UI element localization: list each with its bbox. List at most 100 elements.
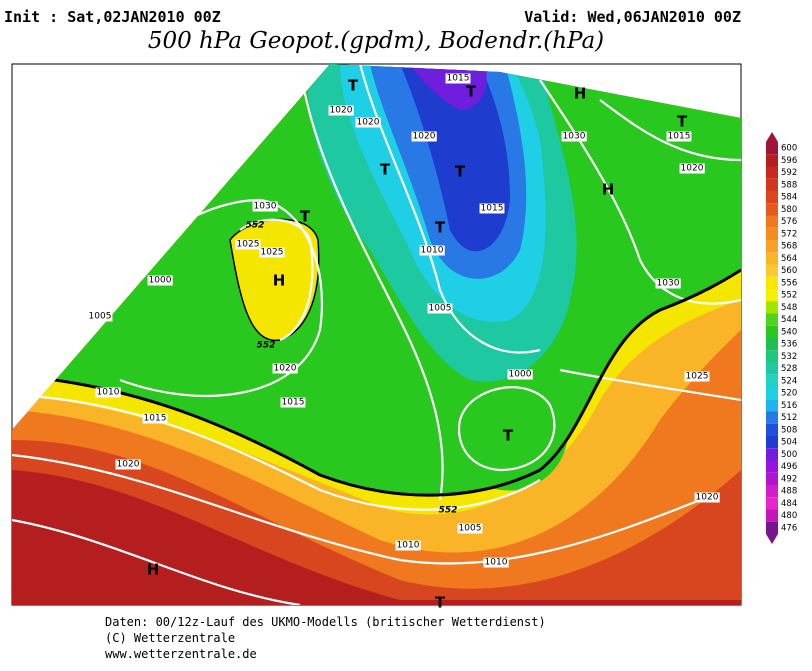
- colorbar-label: 544: [781, 315, 797, 325]
- colorbar-label: 512: [781, 413, 797, 423]
- isobar-label: 1025: [237, 240, 260, 250]
- colorbar-label: 508: [781, 425, 797, 435]
- label-bg: [328, 105, 354, 116]
- label-bg: [684, 371, 710, 382]
- colorbar-label: 600: [781, 144, 797, 154]
- init-time: Init : Sat,02JAN2010 00Z: [4, 8, 221, 26]
- colorbar-swatch: [766, 423, 778, 436]
- colorbar-swatch: [766, 374, 778, 387]
- label-bg: [147, 275, 173, 286]
- pressure-center: T: [380, 161, 391, 179]
- colorbar-label: 556: [781, 278, 797, 288]
- isobar-label: 1020: [696, 493, 719, 503]
- colorbar-swatch: [766, 227, 778, 240]
- label-bg: [479, 203, 505, 214]
- pressure-center: T: [300, 208, 311, 226]
- colorbar-label: 584: [781, 193, 797, 203]
- pressure-center: H: [273, 272, 286, 290]
- colorbar-swatch: [766, 166, 778, 179]
- colorbar-swatch: [766, 203, 778, 216]
- footer-line: www.wetterzentrale.de: [105, 647, 257, 661]
- colorbar-swatch: [766, 472, 778, 485]
- colorbar-label: 536: [781, 340, 797, 350]
- label-bg: [445, 73, 471, 84]
- isobar-label: 1015: [144, 414, 167, 424]
- pressure-center: T: [455, 163, 466, 181]
- colorbar-swatch: [766, 154, 778, 167]
- isobar-label: 1000: [149, 276, 172, 286]
- colorbar-label: 548: [781, 303, 797, 313]
- colorbar-swatch: [766, 497, 778, 510]
- pressure-center: T: [348, 77, 359, 95]
- label-bg: [483, 557, 509, 568]
- isobar-label: 1005: [89, 312, 112, 322]
- colorbar-swatch: [766, 215, 778, 228]
- isobar-label: 1030: [563, 132, 586, 142]
- height-label: 552: [246, 221, 265, 231]
- label-bg: [87, 311, 113, 322]
- valid-time: Valid: Wed,06JAN2010 00Z: [524, 8, 741, 26]
- colorbar-label: 504: [781, 438, 797, 448]
- colorbar-label: 592: [781, 168, 797, 178]
- isobar-label: 1010: [97, 388, 120, 398]
- label-bg: [235, 239, 261, 250]
- pressure-center: H: [147, 561, 160, 579]
- label-bg: [280, 397, 306, 408]
- colorbar-swatch: [766, 191, 778, 204]
- pressure-center: T: [466, 83, 477, 101]
- label-bg: [561, 131, 587, 142]
- label-bg: [142, 413, 168, 424]
- colorbar-label: 564: [781, 254, 797, 264]
- pressure-center: T: [677, 113, 688, 131]
- colorbar-label: 500: [781, 450, 797, 460]
- isobar-label: 1010: [421, 246, 444, 256]
- label-bg: [507, 369, 533, 380]
- label-bg: [655, 278, 681, 289]
- isobar-label: 1020: [357, 118, 380, 128]
- colorbar-swatch: [766, 313, 778, 326]
- colorbar-swatch: [766, 485, 778, 498]
- isobar-label: 1020: [413, 132, 436, 142]
- colorbar-label: 576: [781, 217, 797, 227]
- label-bg: [252, 201, 278, 212]
- isobar-label: 1000: [509, 370, 532, 380]
- colorbar-label: 532: [781, 352, 797, 362]
- isobar-label: 1015: [481, 204, 504, 214]
- isobar-label: 1030: [254, 202, 277, 212]
- colorbar-label: 560: [781, 266, 797, 276]
- isobar-label: 1015: [282, 398, 305, 408]
- isobar-label: 1030: [657, 279, 680, 289]
- colorbar-swatch: [766, 448, 778, 461]
- footer-line: (C) Wetterzentrale: [105, 631, 235, 645]
- colorbar-label: 476: [781, 523, 797, 533]
- colorbar-swatch: [766, 325, 778, 338]
- pressure-center: T: [503, 427, 514, 445]
- colorbar-label: 492: [781, 474, 797, 484]
- pressure-center: H: [574, 85, 587, 103]
- colorbar-swatch: [766, 338, 778, 351]
- isobar-label: 1005: [459, 524, 482, 534]
- colorbar-label: 580: [781, 205, 797, 215]
- label-bg: [419, 245, 445, 256]
- label-bg: [411, 131, 437, 142]
- colorbar-swatch: [766, 350, 778, 363]
- colorbar-cap: [766, 132, 778, 142]
- isobar-label: 1015: [668, 132, 691, 142]
- label-bg: [355, 117, 381, 128]
- colorbar-swatch: [766, 289, 778, 302]
- colorbar-swatch: [766, 509, 778, 522]
- colorbar-swatch: [766, 252, 778, 265]
- isobar-label: 1020: [117, 460, 140, 470]
- colorbar-label: 484: [781, 499, 797, 509]
- colorbar-swatch: [766, 301, 778, 314]
- colorbar-swatch: [766, 460, 778, 473]
- colorbar-label: 596: [781, 156, 797, 166]
- isobar-label: 1010: [485, 558, 508, 568]
- footer-line: Daten: 00/12z-Lauf des UKMO-Modells (bri…: [105, 615, 546, 629]
- colorbar-swatch: [766, 178, 778, 191]
- colorbar-label: 488: [781, 487, 797, 497]
- label-bg: [272, 363, 298, 374]
- colorbar-label: 540: [781, 327, 797, 337]
